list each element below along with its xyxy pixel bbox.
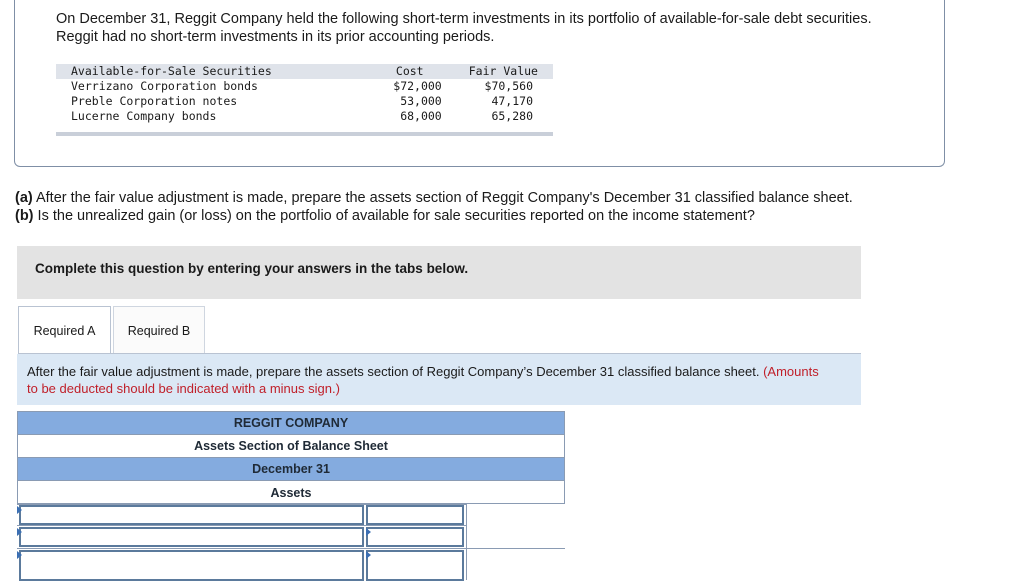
table-row — [17, 549, 565, 581]
table-row: Preble Corporation notes 53,000 47,170 — [56, 94, 553, 109]
tab-required-a[interactable]: Required A — [18, 306, 111, 354]
total-input[interactable] — [466, 549, 565, 580]
header-cost: Cost — [367, 64, 442, 79]
question-a-text: After the fair value adjustment is made,… — [32, 190, 853, 206]
table-row: Verrizano Corporation bonds $72,000 $70,… — [56, 79, 553, 94]
row-marker-icon — [366, 551, 371, 559]
balance-sheet-table: REGGIT COMPANY Assets Section of Balance… — [17, 411, 565, 505]
security-cost: $72,000 — [393, 79, 442, 93]
amount-input[interactable] — [366, 505, 464, 525]
statement-date: December 31 — [18, 458, 564, 481]
tab-required-b[interactable]: Required B — [113, 306, 205, 354]
header-securities: Available-for-Sale Securities — [56, 64, 368, 79]
security-name: Preble Corporation notes — [71, 94, 238, 108]
instruction-bar: Complete this question by entering your … — [17, 246, 861, 299]
problem-box — [14, 0, 945, 167]
header-fair-value: Fair Value — [441, 64, 553, 79]
security-cost: 53,000 — [400, 94, 442, 108]
account-input[interactable] — [19, 527, 364, 547]
intro-text: On December 31, Reggit Company held the … — [56, 11, 872, 45]
instruction-text: Complete this question by entering your … — [35, 261, 469, 276]
row-marker-icon — [17, 506, 22, 514]
row-marker-icon — [17, 528, 22, 536]
statement-title: Assets Section of Balance Sheet — [18, 435, 564, 458]
row-marker-icon — [17, 551, 22, 559]
question-text: (a) After the fair value adjustment is m… — [15, 189, 1005, 225]
question-b-text: Is the unrealized gain (or loss) on the … — [33, 208, 755, 224]
assets-heading: Assets — [18, 481, 564, 504]
total-input[interactable] — [466, 504, 565, 526]
amount-input[interactable] — [366, 550, 464, 581]
securities-header-row: Available-for-Sale Securities Cost Fair … — [56, 64, 553, 79]
tab-divider — [18, 353, 861, 354]
task-text-block: After the fair value adjustment is made,… — [27, 364, 827, 397]
question-a-label: (a) — [15, 190, 33, 206]
task-instructions: After the fair value adjustment is made,… — [17, 354, 861, 405]
security-fair-value: 65,280 — [491, 109, 533, 123]
company-name: REGGIT COMPANY — [18, 412, 564, 435]
row-marker-icon — [366, 528, 371, 536]
task-text: After the fair value adjustment is made,… — [27, 364, 764, 379]
security-fair-value: 47,170 — [491, 94, 533, 108]
account-input[interactable] — [19, 505, 364, 525]
account-input[interactable] — [19, 550, 364, 581]
table-row: Lucerne Company bonds 68,000 65,280 — [56, 109, 553, 124]
task-note: (Amounts to be deducted should be indica… — [27, 364, 819, 396]
table-divider — [56, 132, 553, 136]
question-b: (b) Is the unrealized gain (or loss) on … — [15, 207, 1005, 225]
security-cost: 68,000 — [400, 109, 442, 123]
table-row — [17, 526, 565, 549]
question-b-label: (b) — [15, 208, 34, 224]
security-name: Lucerne Company bonds — [71, 109, 217, 123]
table-row — [17, 503, 565, 526]
securities-table: Available-for-Sale Securities Cost Fair … — [56, 64, 553, 124]
amount-input[interactable] — [366, 527, 464, 547]
total-input[interactable] — [466, 526, 565, 548]
security-fair-value: $70,560 — [484, 79, 533, 93]
question-a: (a) After the fair value adjustment is m… — [15, 189, 1005, 207]
security-name: Verrizano Corporation bonds — [71, 79, 258, 93]
